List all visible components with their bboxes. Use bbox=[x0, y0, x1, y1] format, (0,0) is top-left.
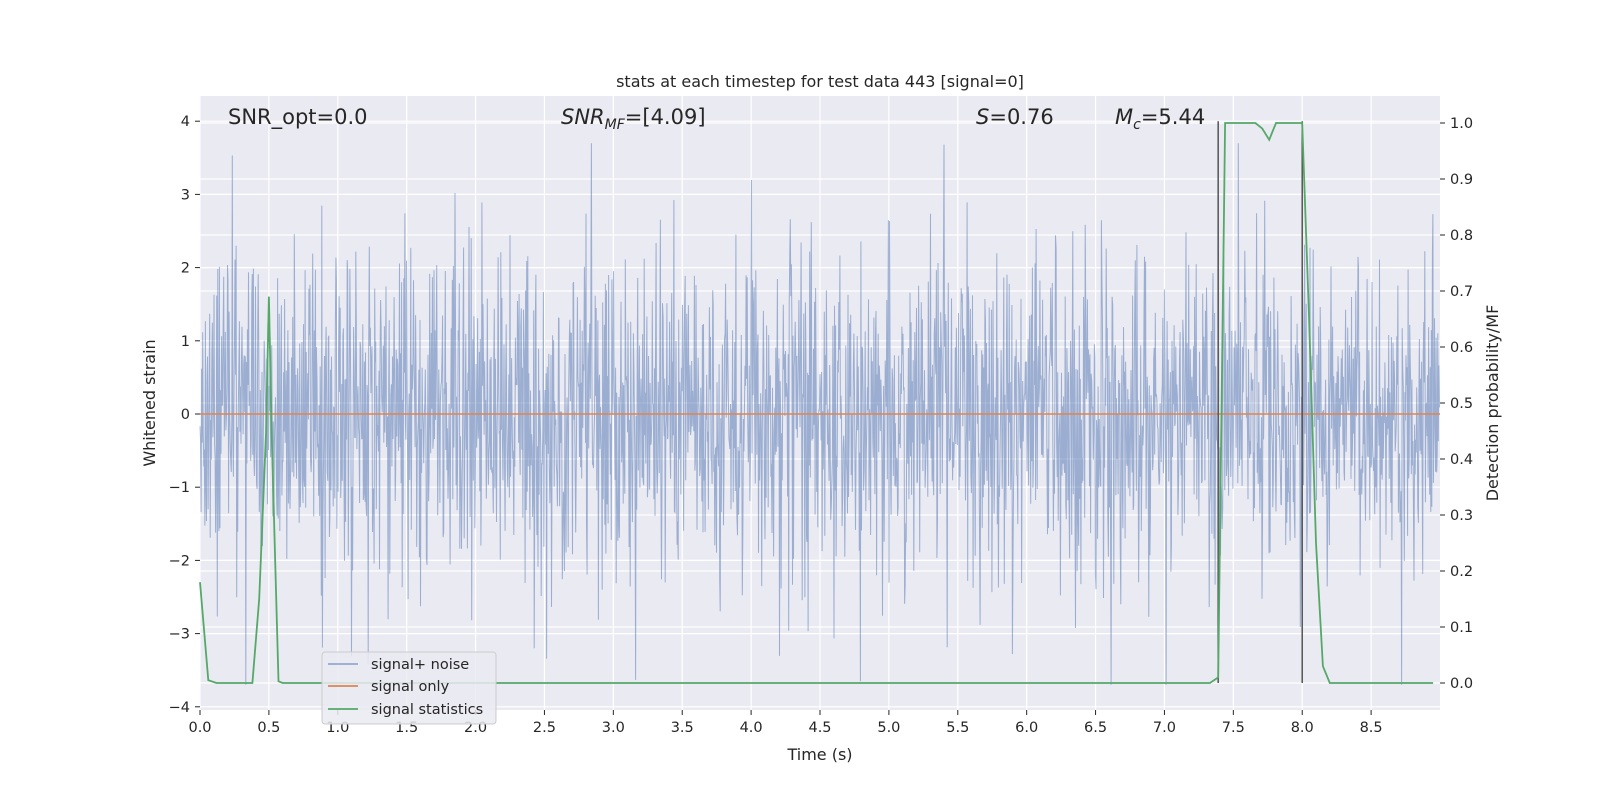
y-left-tick-label: 3 bbox=[181, 187, 190, 203]
x-tick-label: 4.5 bbox=[808, 720, 831, 736]
legend: signal+ noise signal only signal statist… bbox=[321, 651, 497, 725]
series-signal-noise bbox=[199, 143, 1440, 685]
annotation-snr-opt: SNR_opt=0.0 bbox=[228, 105, 368, 130]
y-left-tick-label: −4 bbox=[169, 700, 190, 716]
x-tick-label: 8.0 bbox=[1291, 720, 1314, 736]
y-left-tick-label: −2 bbox=[169, 553, 190, 569]
annotation-mc-value: =5.44 bbox=[1141, 105, 1205, 129]
x-tick-label: 8.5 bbox=[1360, 720, 1383, 736]
y-right-tick-label: 0.4 bbox=[1450, 452, 1473, 468]
annotation-mc: Mc=5.44 bbox=[1115, 105, 1205, 133]
annotation-mc-subscript: c bbox=[1133, 117, 1141, 133]
y-left-tick-label: −1 bbox=[169, 480, 190, 496]
annotation-snr-mf-value: =[4.09] bbox=[625, 105, 706, 129]
x-tick-label: 7.5 bbox=[1222, 720, 1245, 736]
legend-label-signal-noise: signal+ noise bbox=[371, 657, 469, 673]
x-tick-label: 5.5 bbox=[946, 720, 969, 736]
y-right-tick-label: 0.8 bbox=[1450, 228, 1473, 244]
y-axis-left-label: Whitened strain bbox=[140, 339, 159, 466]
x-axis-label: Time (s) bbox=[786, 745, 852, 764]
x-tick-label: 0.5 bbox=[257, 720, 280, 736]
y-left-tick-label: 1 bbox=[181, 334, 190, 350]
y-right-tick-label: 0.1 bbox=[1450, 620, 1473, 636]
x-tick-label: 5.0 bbox=[877, 720, 900, 736]
y-right-tick-label: 0.3 bbox=[1450, 508, 1473, 524]
chart-title: stats at each timestep for test data 443… bbox=[616, 72, 1024, 91]
y-right-tick-label: 1.0 bbox=[1450, 116, 1473, 132]
legend-box bbox=[321, 651, 497, 725]
y-right-tick-label: 0.2 bbox=[1450, 564, 1473, 580]
y-axis-right-label: Detection probability/MF bbox=[1483, 305, 1502, 502]
y-left-tick-label: 2 bbox=[181, 261, 190, 277]
legend-label-signal-statistics: signal statistics bbox=[371, 702, 483, 718]
x-tick-label: 3.0 bbox=[602, 720, 625, 736]
annotation-s-symbol: S bbox=[976, 105, 989, 129]
y-axis-right-ticks: 0.0 0.1 0.2 0.3 0.4 0.5 0.6 0.7 0.8 0.9 1.0 bbox=[1440, 116, 1473, 692]
noise-trace bbox=[199, 143, 1440, 685]
series-signal-statistics bbox=[199, 122, 1434, 684]
x-tick-label: 6.0 bbox=[1015, 720, 1038, 736]
y-right-tick-label: 0.7 bbox=[1450, 284, 1473, 300]
y-right-tick-label: 0.9 bbox=[1450, 172, 1473, 188]
annotation-s: S=0.76 bbox=[976, 105, 1054, 129]
x-tick-label: 6.5 bbox=[1084, 720, 1107, 736]
annotation-snr-mf: SNRMF=[4.09] bbox=[561, 105, 706, 133]
x-tick-label: 7.0 bbox=[1153, 720, 1176, 736]
y-right-tick-label: 0.6 bbox=[1450, 340, 1473, 356]
y-left-tick-label: 4 bbox=[181, 114, 190, 130]
y-right-tick-label: 0.5 bbox=[1450, 396, 1473, 412]
annotation-snr-mf-subscript: MF bbox=[605, 117, 626, 133]
legend-label-signal-only: signal only bbox=[371, 679, 450, 695]
annotation-s-value: =0.76 bbox=[989, 105, 1053, 129]
x-axis-ticks: 0.0 0.5 1.0 1.5 2.0 2.5 3.0 3.5 4.0 4.5 5.0 5.5 6.0 6… bbox=[188, 710, 1383, 736]
annotation-snr-mf-symbol: SNR bbox=[561, 105, 605, 129]
x-tick-label: 3.5 bbox=[671, 720, 694, 736]
y-left-tick-label: −3 bbox=[169, 627, 190, 643]
y-right-tick-label: 0.0 bbox=[1450, 676, 1473, 692]
annotations: SNR_opt=0.0 SNRMF=[4.09] S=0.76 Mc=5.44 bbox=[228, 105, 1205, 133]
y-axis-left-ticks: −4 −3 −2 −1 0 1 2 3 4 bbox=[169, 114, 200, 716]
y-left-tick-label: 0 bbox=[181, 407, 190, 423]
vertical-markers bbox=[1217, 121, 1303, 683]
x-tick-label: 0.0 bbox=[188, 720, 211, 736]
x-tick-label: 2.5 bbox=[533, 720, 556, 736]
annotation-mc-symbol: M bbox=[1115, 105, 1133, 129]
x-tick-label: 4.0 bbox=[740, 720, 763, 736]
